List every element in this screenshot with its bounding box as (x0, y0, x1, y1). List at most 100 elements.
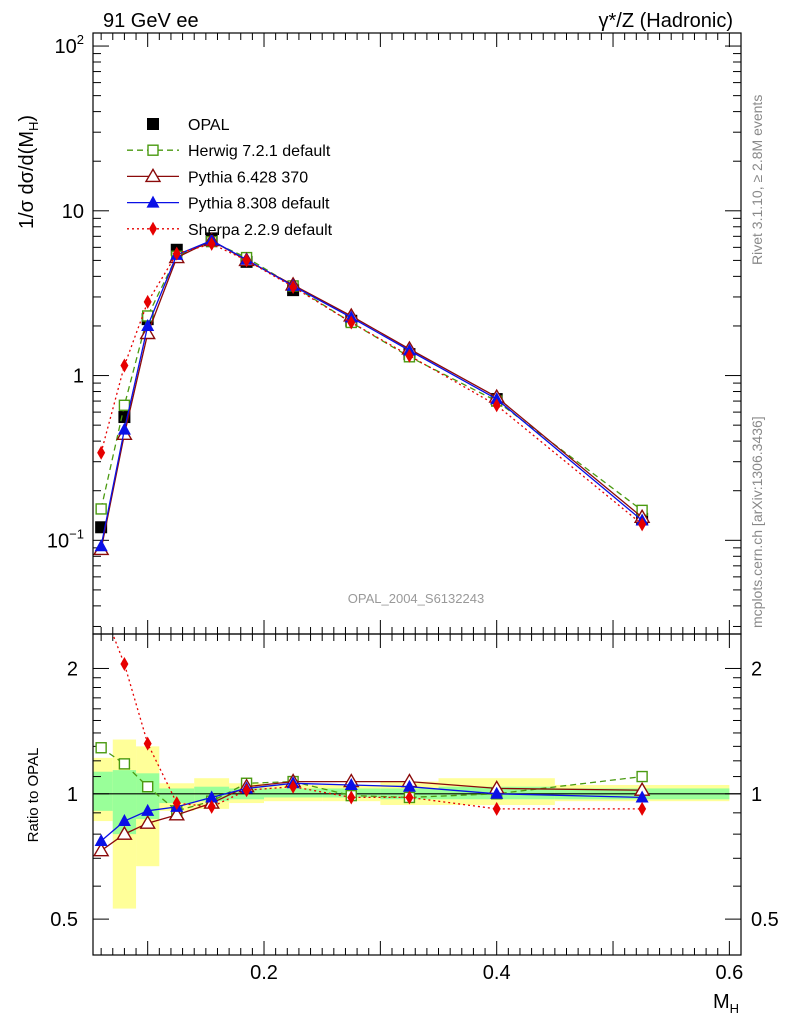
legend-label-0: OPAL (188, 117, 230, 134)
ratio-y-tick-label-2: 0.5 (50, 909, 78, 931)
main-point-sherpa-2-2-9-default-0 (97, 445, 106, 460)
main-line-herwig-7-2-1-default (100, 240, 643, 511)
main-point-sherpa-2-2-9-default-5 (242, 253, 251, 268)
main-point-sherpa-2-2-9-default-1 (120, 358, 129, 373)
main-point-pythia-8-308-default-2 (141, 318, 155, 331)
mcplots-label: mcplots.cern.ch [arXiv:1306.3436] (749, 416, 765, 628)
x-label-subscript: H (730, 1001, 739, 1016)
ratio-point-sherpa-2-2-9-default-7 (347, 790, 356, 805)
main-line-pythia-8-308-default (100, 239, 643, 547)
tick-label-base: 10 (55, 36, 77, 58)
ratio-plot-frame (92, 633, 742, 956)
ratio-point-sherpa-2-2-9-default-9 (492, 801, 501, 816)
legend-marker-3 (146, 195, 160, 208)
legend-label-3: Pythia 8.308 default (188, 196, 330, 213)
y-label-subscript: H (26, 122, 41, 131)
ratio-uncertainty-bands (93, 739, 741, 909)
main-point-pythia-8-308-default-9 (490, 392, 504, 405)
ratio-point-herwig-7-2-1-default-2 (141, 781, 154, 793)
main-point-sherpa-2-2-9-default-8 (405, 348, 414, 363)
ratio-band-inner-0 (93, 771, 113, 811)
ratio-point-sherpa-2-2-9-default-1 (120, 657, 129, 672)
ratio-y-tick-label-0: 2 (67, 658, 78, 680)
ratio-point-herwig-7-2-1-default-10 (636, 770, 648, 783)
ratio-point-pythia-6-428-370-2 (139, 814, 156, 829)
ratio-y-tick-label-right-2: 0.5 (751, 909, 779, 931)
legend-label-4: Sherpa 2.2.9 default (188, 222, 333, 239)
main-line-pythia-6-428-370 (100, 239, 643, 550)
tick-label-exponent: 2 (77, 32, 84, 47)
ratio-point-pythia-6-428-370-3 (168, 806, 185, 821)
main-point-sherpa-2-2-9-default-6 (289, 279, 298, 294)
legend-marker-1 (147, 144, 159, 156)
ratio-point-pythia-8-308-default-2 (141, 803, 155, 816)
ratio-plot-series (93, 597, 651, 857)
main-y-tick-label-1: 10 (62, 201, 84, 223)
header-right-label: γ*/Z (Hadronic) (599, 10, 733, 32)
main-line-sherpa-2-2-9-default (100, 243, 643, 525)
ratio-point-pythia-8-308-default-8 (402, 779, 416, 792)
main-point-herwig-7-2-1-default-0 (95, 503, 107, 515)
y-label-text-b: ) (16, 115, 38, 122)
main-point-sherpa-2-2-9-default-3 (172, 246, 181, 261)
ratio-point-pythia-8-308-default-9 (490, 786, 504, 799)
main-point-sherpa-2-2-9-default-4 (207, 236, 216, 251)
main-plot-series (93, 232, 651, 556)
watermark-label: OPAL_2004_S6132243 (348, 591, 484, 606)
legend-marker-0 (147, 118, 159, 130)
ratio-point-pythia-8-308-default-7 (344, 777, 358, 790)
main-point-sherpa-2-2-9-default-7 (347, 315, 356, 330)
tick-label-base: 1 (73, 366, 84, 388)
x-label-text: M (713, 991, 730, 1013)
main-point-herwig-7-2-1-default-1 (118, 399, 131, 411)
ratio-point-pythia-8-308-default-4 (205, 790, 219, 803)
main-y-tick-label-0: 102 (55, 32, 84, 58)
ratio-point-sherpa-2-2-9-default-2 (143, 736, 152, 751)
tick-label-base: 10 (47, 530, 69, 552)
legend-marker-2 (144, 168, 162, 183)
rivet-version-label: Rivet 3.1.10, ≥ 2.8M events (749, 95, 765, 265)
ratio-band-inner-3 (159, 788, 195, 804)
main-point-sherpa-2-2-9-default-9 (492, 398, 501, 413)
tick-label-exponent: −1 (69, 526, 84, 541)
ratio-point-pythia-6-428-370-1 (116, 825, 133, 840)
ratio-point-sherpa-2-2-9-default-8 (405, 790, 414, 805)
y-label-text-a: 1/σ dσ/d(M (16, 131, 38, 229)
main-point-sherpa-2-2-9-default-10 (638, 517, 647, 532)
x-tick-label-2: 0.6 (715, 962, 743, 984)
main-point-pythia-8-308-default-1 (117, 422, 131, 435)
ratio-point-pythia-8-308-default-10 (635, 790, 649, 803)
legend: OPAL Herwig 7.2.1 default Pythia 6.428 370… (127, 117, 333, 239)
ratio-y-tick-label-right-1: 1 (751, 784, 762, 806)
main-y-axis-label: 1/σ dσ/d(MH) (16, 115, 41, 229)
ratio-y-tick-label-right-0: 2 (751, 658, 762, 680)
legend-marker-4 (149, 221, 157, 236)
ratio-point-sherpa-2-2-9-default-4 (207, 799, 216, 814)
tick-label-base: 10 (62, 201, 84, 223)
ratio-point-herwig-7-2-1-default-1 (118, 758, 131, 770)
main-y-tick-label-2: 1 (73, 366, 84, 388)
main-point-pythia-8-308-default-0 (94, 539, 108, 552)
ratio-point-sherpa-2-2-9-default-6 (289, 779, 298, 794)
ratio-point-sherpa-2-2-9-default-3 (172, 796, 181, 811)
main-point-pythia-6-428-370-2 (139, 325, 156, 340)
header-left-label: 91 GeV ee (103, 10, 199, 32)
ratio-band-inner-2 (136, 773, 160, 819)
x-tick-label-1: 0.4 (483, 962, 511, 984)
ratio-tick-labels: 2 2 1 1 0.5 0.5 0.2 0.4 0.6 (50, 658, 779, 984)
ratio-y-axis-label: Ratio to OPAL (25, 748, 42, 843)
legend-label-2: Pythia 6.428 370 (188, 169, 308, 186)
ratio-point-sherpa-2-2-9-default-0 (97, 597, 105, 611)
ratio-point-pythia-6-428-370-0 (93, 842, 110, 857)
x-axis-label: MH (713, 991, 739, 1016)
ratio-point-sherpa-2-2-9-default-10 (638, 801, 647, 816)
ratio-point-pythia-8-308-default-1 (117, 814, 131, 827)
x-tick-label-0: 0.2 (250, 962, 278, 984)
main-point-sherpa-2-2-9-default-2 (143, 294, 152, 309)
ratio-axes-ticks (93, 634, 741, 955)
ratio-y-tick-label-1: 1 (67, 784, 78, 806)
ratio-point-pythia-8-308-default-0 (94, 834, 108, 847)
main-y-tick-label-3: 10−1 (47, 526, 84, 552)
